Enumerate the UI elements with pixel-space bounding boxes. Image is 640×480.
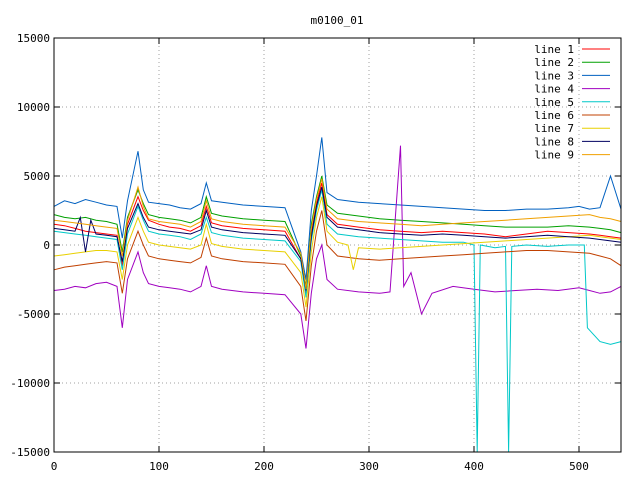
series-line-8 [53, 186, 622, 291]
y-tick-label: 10000 [17, 101, 50, 114]
x-axis: 0 100 200 300 400 500 [51, 38, 589, 473]
series-line-2 [53, 175, 622, 287]
y-tick-label: -5000 [17, 308, 50, 321]
series-line-4 [53, 145, 622, 349]
y-tick-label: -15000 [10, 446, 50, 459]
legend-label: line 3 [534, 69, 574, 82]
x-tick-label: 200 [254, 460, 274, 473]
legend-label: line 7 [534, 122, 574, 135]
y-tick-label: -10000 [10, 377, 50, 390]
x-tick-label: 300 [359, 460, 379, 473]
series-line-5 [53, 189, 622, 453]
x-tick-label: 0 [51, 460, 58, 473]
series-line-6 [53, 210, 622, 321]
legend-label: line 2 [534, 56, 574, 69]
x-tick-label: 400 [464, 460, 484, 473]
series-line-3 [53, 137, 622, 280]
y-tick-label: 15000 [17, 32, 50, 45]
legend-label: line 1 [534, 43, 574, 56]
x-tick-label: 100 [149, 460, 169, 473]
y-axis: -15000 -10000 -5000 0 5000 10000 15000 [10, 32, 621, 459]
legend-label: line 6 [534, 109, 574, 122]
legend-label: line 8 [534, 135, 574, 148]
legend-label: line 9 [534, 149, 574, 162]
series-line-7 [53, 196, 622, 308]
x-tick-label: 500 [569, 460, 589, 473]
y-tick-label: 5000 [24, 170, 51, 183]
series-group [53, 137, 622, 453]
chart-title: m0100_01 [311, 14, 364, 27]
legend-label: line 5 [534, 96, 574, 109]
y-tick-label: 0 [43, 239, 50, 252]
legend-label: line 4 [534, 83, 574, 96]
series-line-9 [53, 178, 622, 290]
